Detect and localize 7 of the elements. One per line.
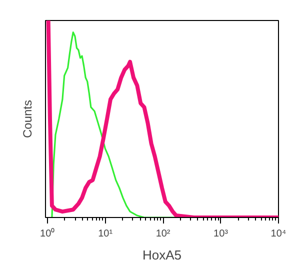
x-tick-label: 10³ — [214, 228, 229, 240]
y-axis-title: Counts — [20, 100, 34, 138]
x-tick-label: 10² — [156, 228, 171, 240]
x-tick-label: 10⁴ — [270, 228, 286, 240]
x-tick-label: 10⁰ — [40, 228, 56, 240]
x-tick-label: 10¹ — [98, 228, 114, 240]
x-axis-title: HoxA5 — [142, 248, 182, 262]
